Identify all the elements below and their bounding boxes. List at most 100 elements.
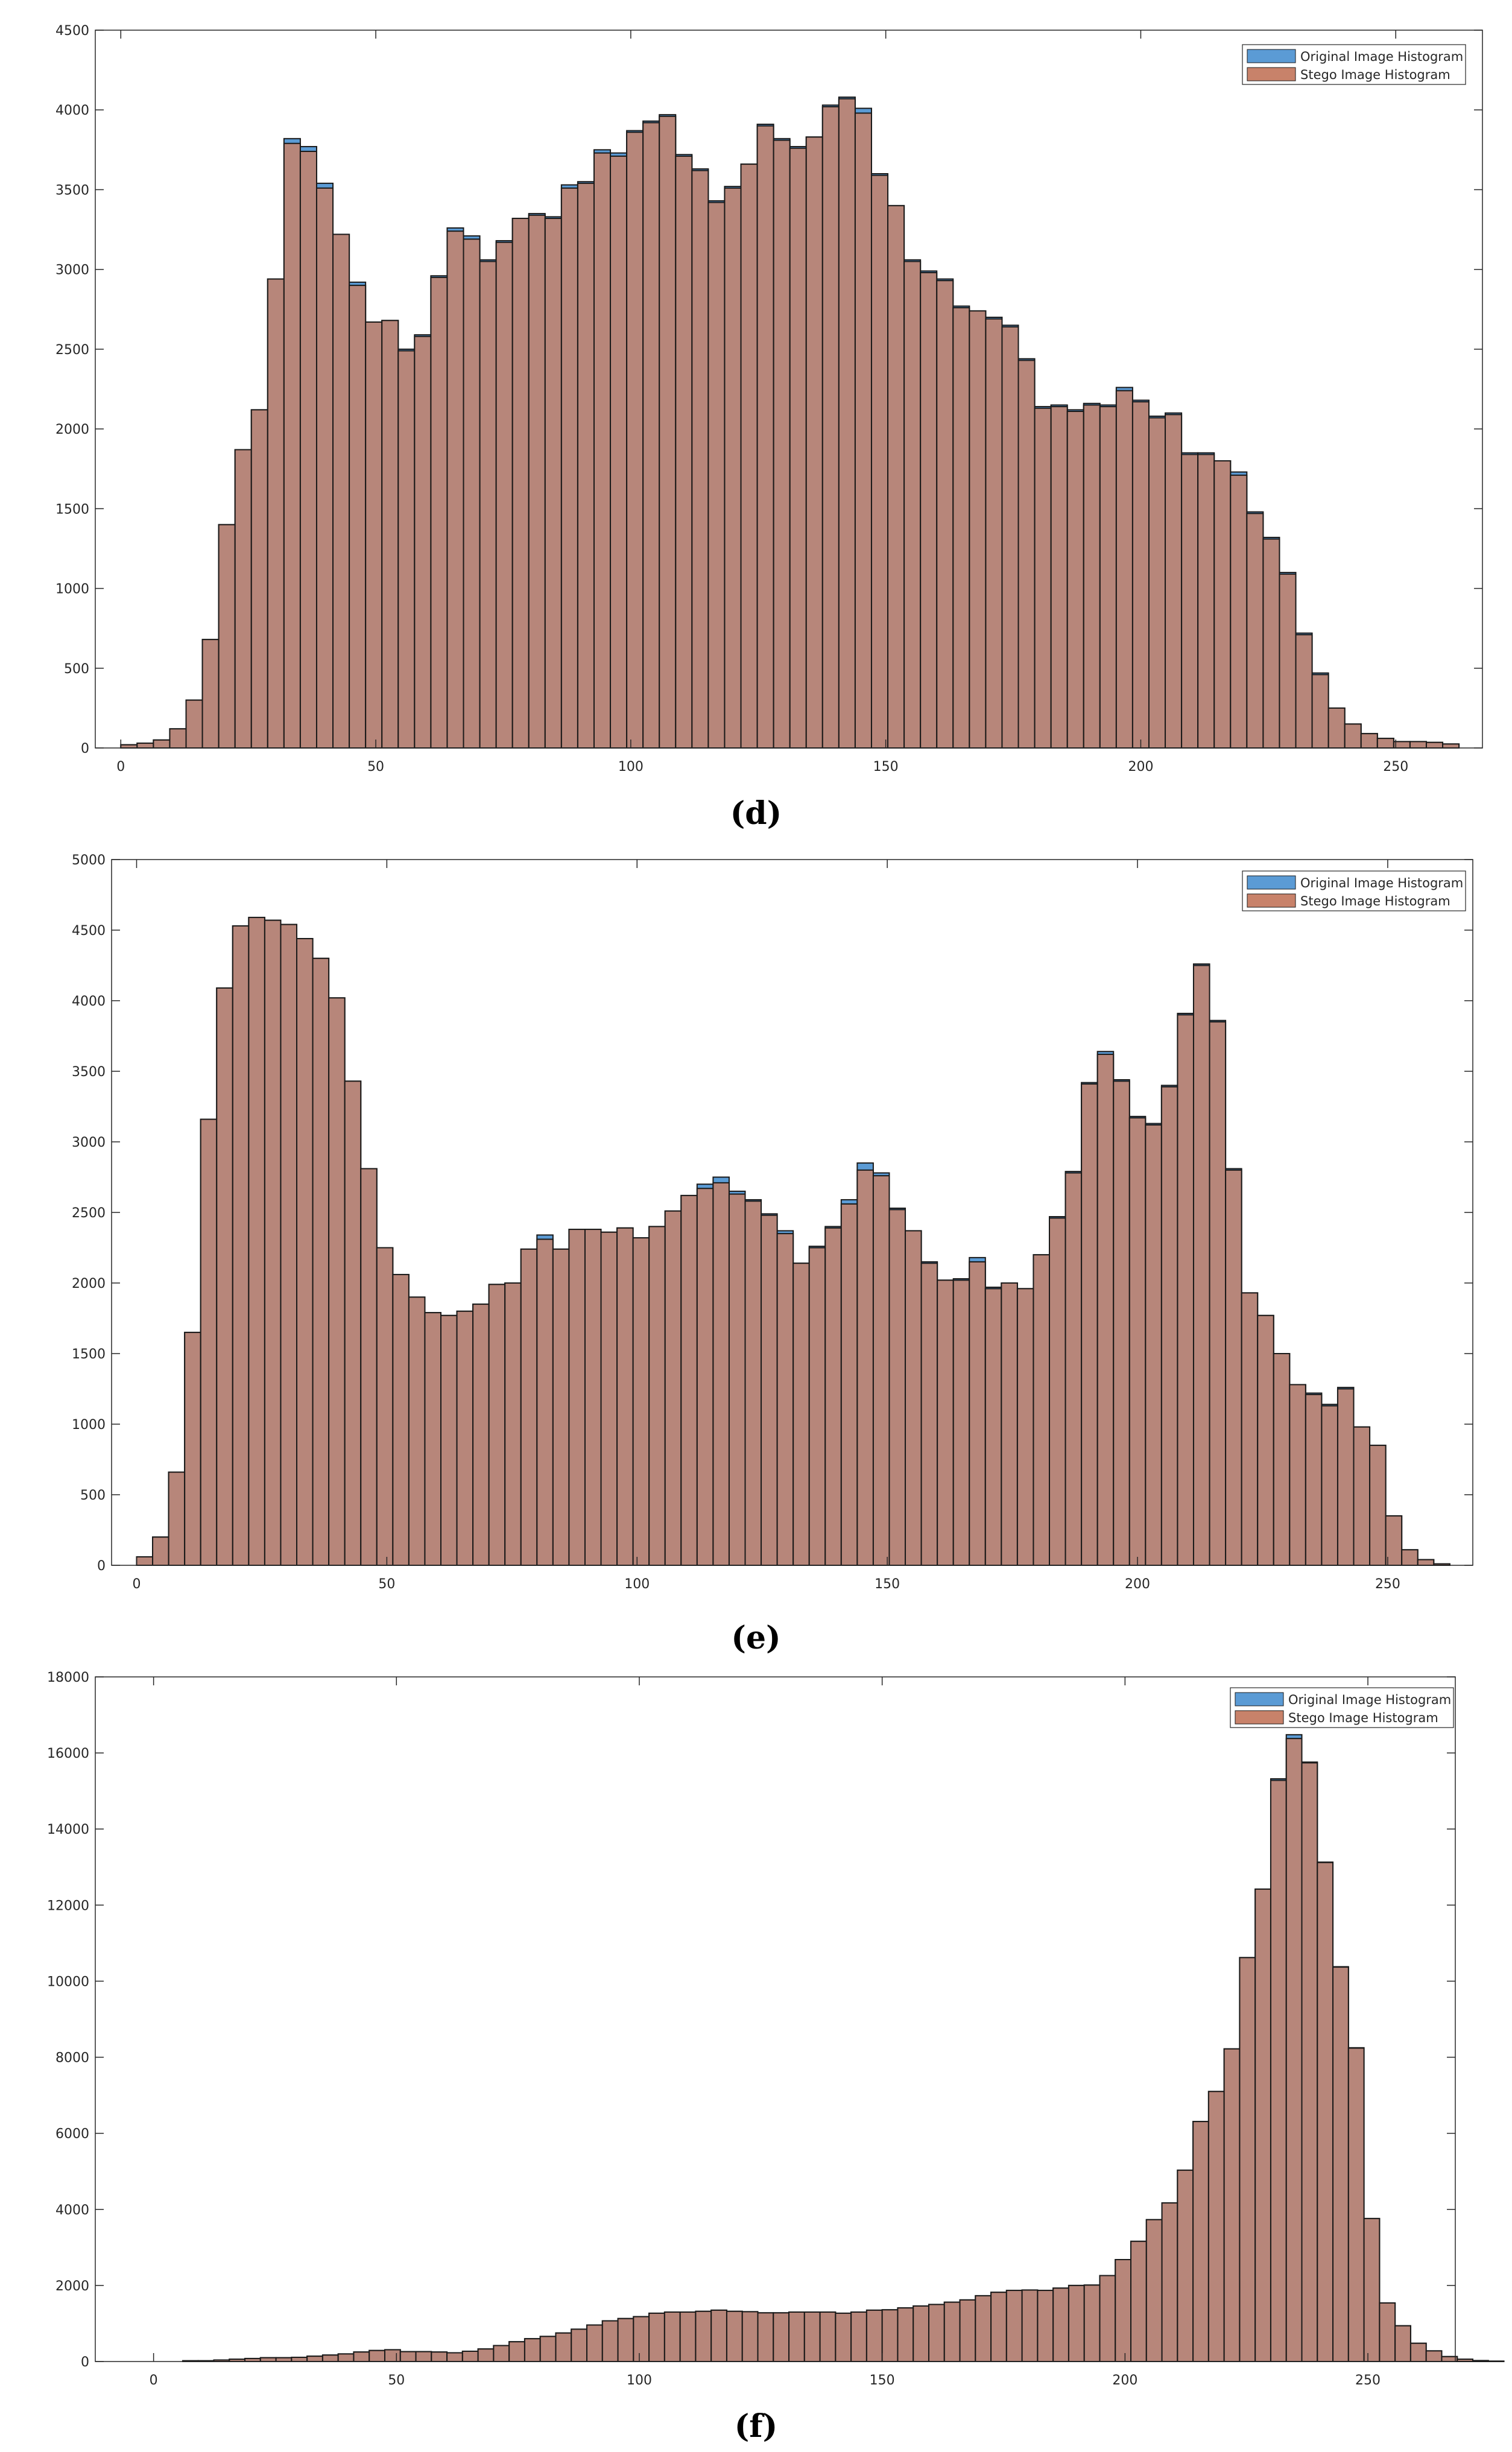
stego-bar	[560, 187, 578, 749]
stego-bar	[169, 728, 187, 749]
stego-bar	[1177, 1014, 1194, 1566]
stego-bar	[803, 2311, 821, 2363]
x-tick-label: 200	[1112, 2373, 1137, 2388]
stego-bar	[120, 744, 138, 749]
stego-bar	[571, 2328, 588, 2363]
stego-bar	[887, 204, 905, 749]
stego-bar	[1279, 573, 1297, 749]
x-tick-label: 250	[1355, 2373, 1381, 2388]
histogram-chart-e: 0 50 100 150 200 2500500100015002000250030003…	[72, 853, 1473, 1592]
stego-bar	[315, 187, 334, 749]
stego-bar	[312, 957, 330, 1567]
stego-bar	[1145, 2219, 1163, 2363]
stego-bar	[1301, 1762, 1318, 2362]
legend-swatch-original	[1247, 875, 1296, 890]
stego-bar	[1363, 2217, 1381, 2363]
stego-bar	[1115, 390, 1133, 749]
stego-bar	[726, 2310, 743, 2363]
stego-bar	[299, 150, 317, 749]
stego-bar	[593, 152, 612, 749]
stego-bar	[488, 1284, 506, 1567]
stego-bar	[1487, 2360, 1505, 2362]
stego-bar	[617, 2317, 634, 2362]
stego-bar	[1336, 1388, 1355, 1566]
stego-bar	[1270, 1779, 1287, 2362]
histogram-panel-d: 0 50 100 150 200 250 0 500 1000 1500 2000 2500 3000 3…	[0, 0, 1512, 832]
stego-bar	[870, 174, 889, 749]
legend: Original Image Histogram Stego Image Hist…	[1242, 44, 1466, 85]
stego-bar	[1257, 1314, 1274, 1566]
stego-bar	[1050, 406, 1068, 749]
stego-bar	[1285, 1738, 1303, 2362]
stego-bar	[248, 916, 265, 1567]
y-tick-label: 3000	[55, 263, 89, 278]
stego-bar	[321, 2354, 339, 2362]
stego-bar	[275, 2357, 293, 2363]
stego-bar	[1379, 2302, 1396, 2362]
stego-bar	[756, 125, 774, 749]
y-tick-label: 16000	[47, 1746, 89, 1761]
stego-bar	[1213, 460, 1232, 749]
histogram-panel-e: 0 50 100 150 200 250 0 500 1000 1500 2000 2500 3000 3…	[0, 844, 1512, 1656]
stego-bar	[291, 2357, 308, 2362]
x-tick-label: 100	[624, 1577, 650, 1592]
stego-bar	[414, 335, 432, 749]
stego-bar	[920, 271, 938, 749]
stego-bar	[1327, 707, 1346, 749]
stego-bar	[349, 285, 367, 749]
y-tick-label: 2000	[55, 422, 89, 437]
stego-bar	[552, 1248, 570, 1566]
stego-bar	[1192, 2121, 1209, 2362]
stego-bar	[856, 1169, 874, 1566]
stego-bar	[648, 2312, 665, 2362]
stego-bar	[1223, 2048, 1241, 2362]
x-tick-label: 0	[132, 1577, 141, 1592]
y-tick-label: 4000	[55, 103, 89, 118]
x-tick-label: 250	[1383, 759, 1408, 775]
y-tick-label: 1000	[72, 1418, 106, 1433]
y-tick-label: 0	[81, 2355, 89, 2370]
stego-bar	[463, 238, 481, 749]
x-tick-label: 150	[875, 1577, 900, 1592]
x-tick-label: 100	[627, 2373, 652, 2388]
stego-bar	[250, 409, 268, 749]
stego-bar	[943, 2301, 961, 2362]
stego-bar	[936, 280, 954, 749]
y-tick-label: 2500	[72, 1206, 106, 1221]
stego-bar	[1425, 2350, 1443, 2363]
caption-e: (e)	[731, 1620, 781, 1656]
stego-bar	[446, 230, 464, 749]
stego-bar	[675, 155, 693, 749]
stego-bar	[1160, 1086, 1178, 1566]
stego-bar	[626, 131, 644, 749]
stego-bar	[577, 182, 595, 749]
stego-bar	[1344, 723, 1362, 749]
stego-bar	[691, 169, 709, 749]
x-tick-label: 100	[618, 759, 644, 775]
x-tick-label: 250	[1375, 1577, 1400, 1592]
stego-bar	[1177, 2169, 1194, 2362]
stego-bar	[586, 2324, 603, 2363]
y-tick-label: 500	[80, 1488, 106, 1503]
stego-bar	[1209, 1021, 1227, 1567]
stego-bar	[520, 1248, 538, 1566]
stego-bar	[493, 2345, 510, 2363]
stego-bar	[1005, 2290, 1023, 2362]
stego-bar	[1457, 2359, 1473, 2363]
stego-bar	[913, 2305, 929, 2362]
stego-bar	[168, 1471, 186, 1567]
stego-bar	[773, 2312, 790, 2363]
stego-bar	[710, 2309, 727, 2362]
y-tick-label: 2000	[55, 2279, 89, 2294]
stego-bar	[854, 112, 872, 749]
stego-bar	[788, 2311, 805, 2363]
legend-label-stego: Stego Image Histogram	[1300, 894, 1450, 908]
stego-bar	[679, 2311, 697, 2363]
x-tick-label: 50	[367, 759, 384, 775]
stego-bar	[1417, 1559, 1435, 1567]
stego-bar	[1192, 965, 1210, 1566]
y-tick-label: 5000	[72, 853, 106, 868]
stego-bar	[1239, 1957, 1256, 2363]
stego-bar	[1225, 1169, 1242, 1566]
y-tick-label: 500	[64, 662, 89, 677]
